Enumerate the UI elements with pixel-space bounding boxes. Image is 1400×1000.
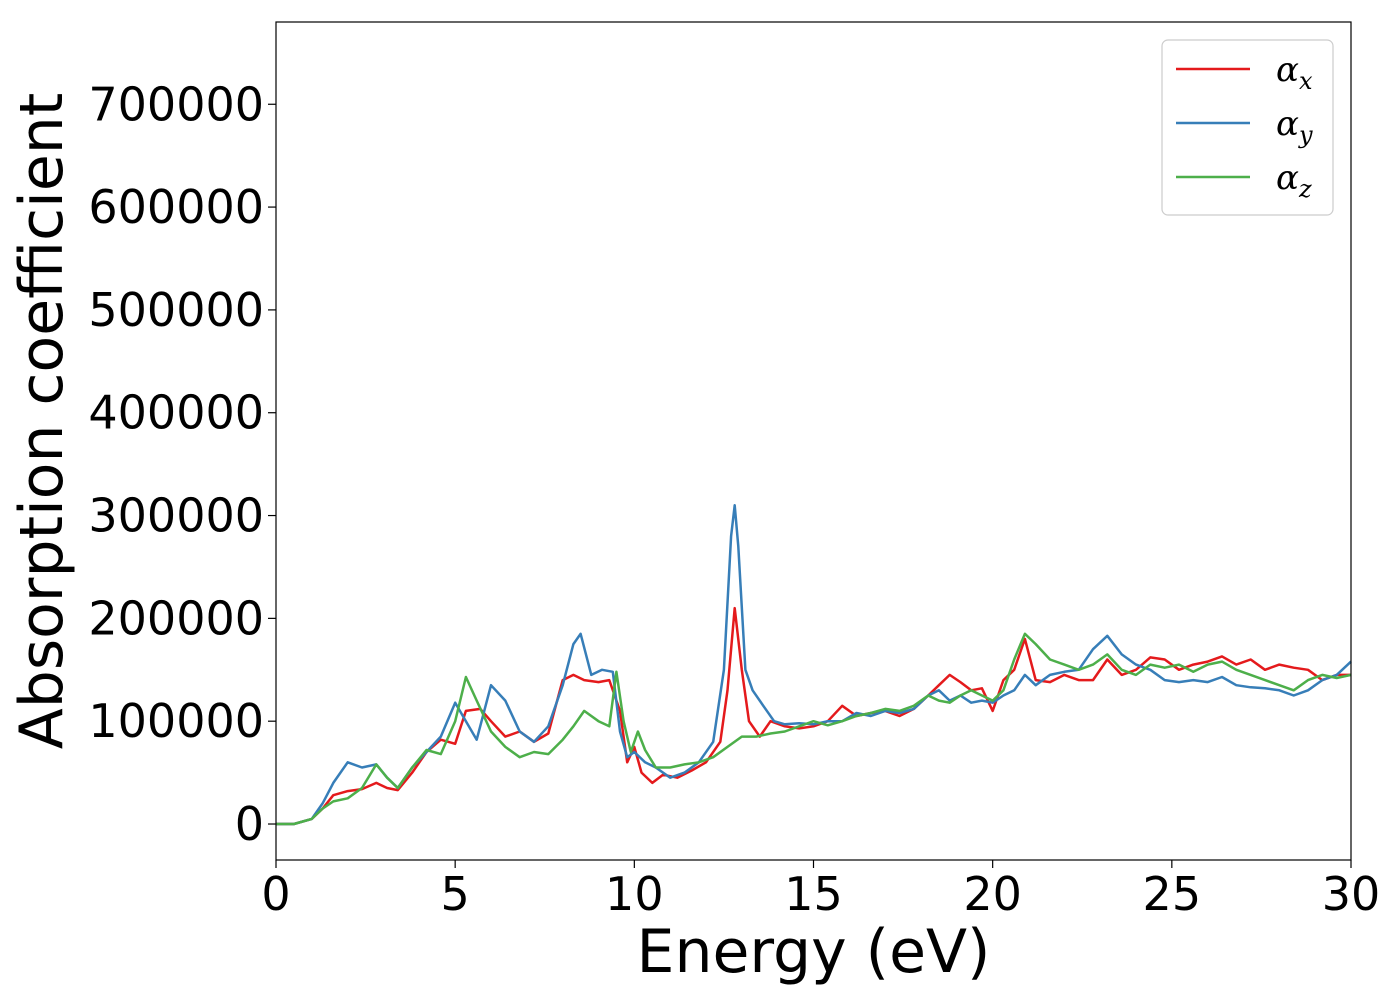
y-tick-label: 300000 — [88, 489, 264, 543]
legend-label-symbol: α — [1276, 104, 1299, 144]
y-tick-label: 700000 — [88, 77, 264, 131]
legend-label-subscript: x — [1299, 67, 1313, 95]
legend-label-symbol: α — [1276, 50, 1299, 90]
y-tick-label: 500000 — [88, 283, 264, 337]
y-tick-label: 0 — [235, 797, 264, 851]
x-axis-title: Energy (eV) — [637, 917, 991, 987]
y-tick-label: 600000 — [88, 180, 264, 234]
y-tick-label: 200000 — [88, 591, 264, 645]
series-line-x — [276, 606, 1351, 826]
x-tick-label: 20 — [963, 867, 1022, 921]
legend-label-subscript: y — [1298, 121, 1313, 149]
y-axis: 0 100000 200000 300000 400000 500000 600000 700… — [88, 77, 276, 851]
legend-label-y: αy — [1276, 104, 1313, 149]
x-tick-label: 5 — [441, 867, 470, 921]
x-tick-label: 25 — [1143, 867, 1202, 921]
y-tick-label: 100000 — [88, 694, 264, 748]
x-tick-label: 0 — [261, 867, 290, 921]
legend-box — [1161, 39, 1334, 216]
y-tick-label: 400000 — [88, 386, 264, 440]
x-tick-label: 30 — [1322, 867, 1381, 921]
series-line-z — [276, 632, 1352, 826]
series-layer — [276, 504, 1352, 826]
x-axis: 0 5 10 15 20 25 30 — [261, 860, 1380, 921]
legend-label-symbol: α — [1276, 158, 1299, 198]
legend-label-subscript: z — [1298, 175, 1312, 203]
legend-label-x: αx — [1276, 50, 1313, 95]
y-axis-title: Absorption coefficient — [7, 93, 77, 750]
x-tick-label: 15 — [784, 867, 843, 921]
legend-label-z: αz — [1276, 158, 1312, 203]
x-tick-label: 10 — [605, 867, 664, 921]
